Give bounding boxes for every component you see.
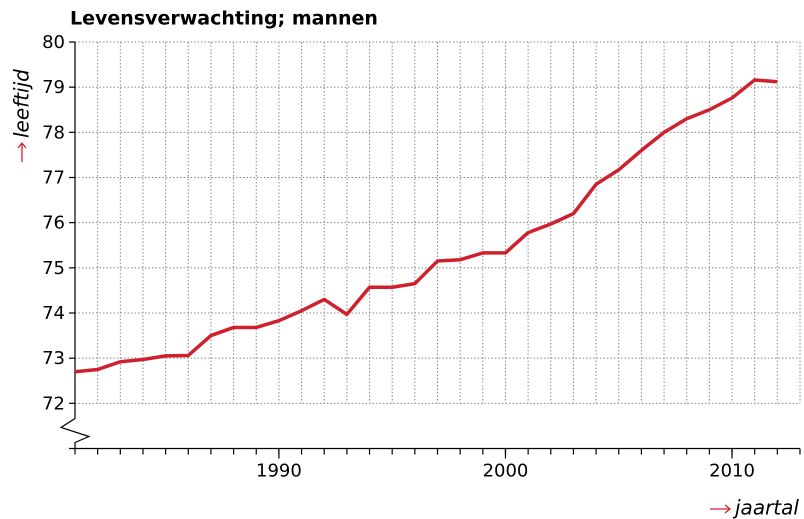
- x-tick-label: 2000: [483, 461, 529, 482]
- x-axis-label: jaartal: [732, 496, 799, 519]
- y-tick-label: 79: [42, 77, 65, 98]
- y-tick-label: 75: [42, 258, 65, 279]
- chart-title: Levensverwachting; mannen: [70, 8, 378, 30]
- y-axis-label: leeftijd: [10, 69, 34, 138]
- y-tick-label: 72: [42, 393, 65, 414]
- data-line: [74, 78, 778, 374]
- x-label-arrowhead: [724, 504, 732, 514]
- y-tick-label: 80: [42, 32, 65, 53]
- y-tick-label: 78: [42, 122, 65, 143]
- x-tick-label: 1990: [256, 461, 302, 482]
- plot-area: 72 73 74 75 76 77 78 79 80 1990 2000 2010: [42, 32, 801, 482]
- y-tick-label: 74: [42, 303, 65, 324]
- y-tick-label: 76: [42, 213, 65, 234]
- y-label-arrowhead: [17, 141, 27, 149]
- y-tick-label: 73: [42, 348, 65, 369]
- x-tick-label: 2010: [709, 461, 755, 482]
- y-axis: [59, 42, 91, 449]
- y-label-group: leeftijd: [10, 69, 34, 162]
- y-tick-label: 77: [42, 168, 65, 189]
